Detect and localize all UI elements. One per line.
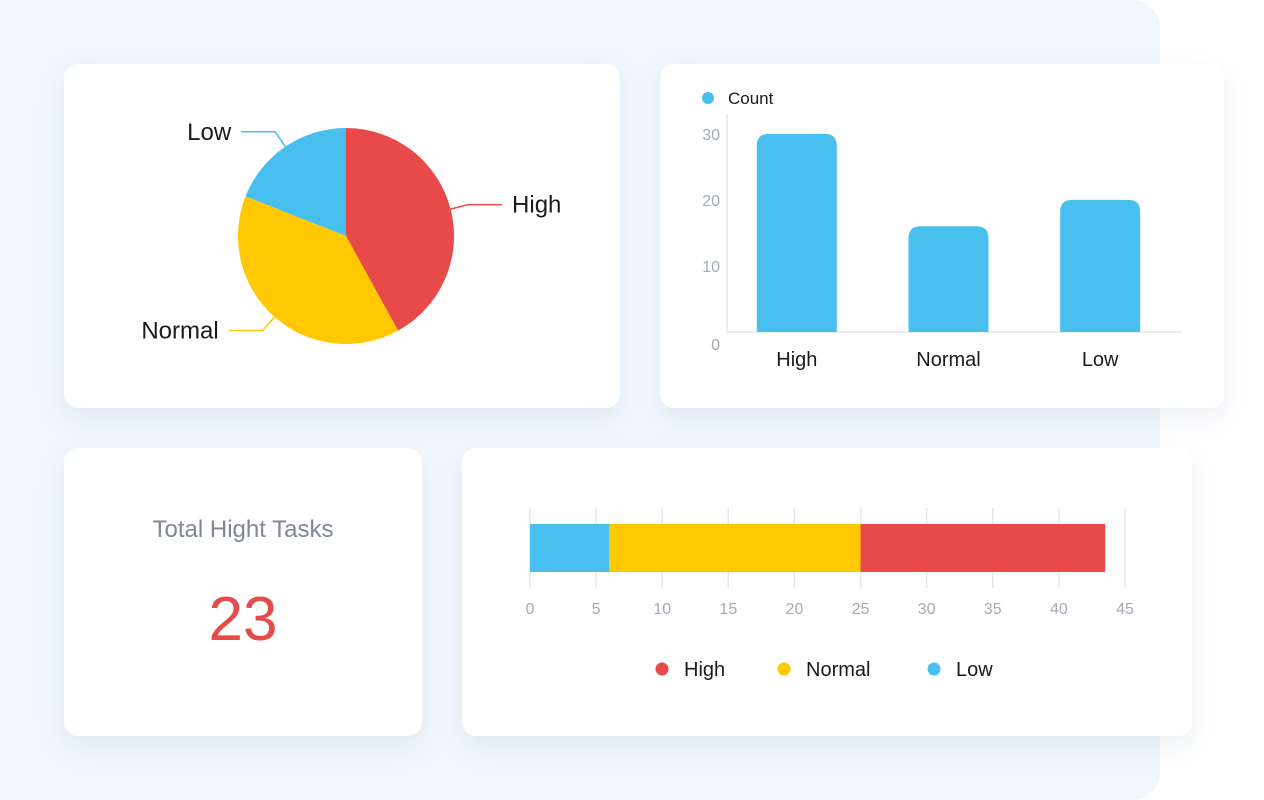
- stack-x-tick-35: 35: [984, 601, 1002, 618]
- priority-pie-chart: High Normal Low: [141, 119, 561, 345]
- total-high-tasks-value: 23: [208, 585, 278, 654]
- bar-x-label-low: Low: [1082, 349, 1119, 371]
- stack-legend-marker-low: [927, 662, 941, 676]
- stack-x-tick-30: 30: [918, 601, 936, 618]
- bar-legend-marker: [702, 92, 714, 104]
- pie-leader-high: [450, 203, 503, 210]
- bar-y-tick-30: 30: [702, 127, 720, 144]
- total-high-tasks-card: Total Hight Tasks 23: [64, 448, 422, 736]
- stack-x-tick-10: 10: [653, 601, 671, 618]
- stack-legend-label-high: High: [684, 659, 725, 681]
- priority-count-bar-chart: Count 0 10 20 30 High Normal Low: [702, 89, 1182, 371]
- pie-leader-normal: [228, 316, 276, 332]
- stack-segment-low: [530, 524, 610, 572]
- stack-legend-label-normal: Normal: [806, 659, 870, 681]
- stack-x-tick-20: 20: [786, 601, 804, 618]
- bar-normal: [908, 226, 989, 332]
- stack-segment-normal: [609, 524, 861, 572]
- bar-legend-label: Count: [728, 89, 774, 108]
- bar-low: [1060, 199, 1141, 332]
- total-high-tasks-label: Total Hight Tasks: [152, 516, 334, 543]
- stack-x-tick-40: 40: [1050, 601, 1068, 618]
- bar-y-tick-20: 20: [702, 193, 720, 210]
- bar-x-label-high: High: [776, 349, 817, 371]
- stack-legend-label-low: Low: [956, 659, 993, 681]
- stack-x-tick-15: 15: [719, 601, 737, 618]
- stack-x-tick-0: 0: [526, 601, 535, 618]
- pie-leader-low: [241, 131, 286, 148]
- priority-pie-card: High Normal Low: [64, 64, 620, 408]
- priority-stacked-bar-card: 0 5 10 15 20 25 30 35 40 45 High Normal Low: [462, 448, 1192, 736]
- pie-label-low: Low: [187, 119, 232, 146]
- stack-x-tick-5: 5: [592, 601, 601, 618]
- pie-label-normal: Normal: [141, 318, 218, 345]
- bar-high: [756, 133, 837, 332]
- bar-y-tick-0: 0: [711, 337, 720, 354]
- priority-stacked-bar-chart: 0 5 10 15 20 25 30 35 40 45 High Normal Low: [526, 508, 1134, 681]
- pie-slice-low: [245, 128, 346, 236]
- stack-segment-high: [860, 524, 1106, 572]
- stack-legend-marker-normal: [777, 662, 791, 676]
- stack-legend-marker-high: [655, 662, 669, 676]
- pie-label-high: High: [512, 192, 561, 219]
- priority-count-bar-card: Count 0 10 20 30 High Normal Low: [660, 64, 1224, 408]
- stack-x-tick-25: 25: [852, 601, 870, 618]
- stack-x-tick-45: 45: [1116, 601, 1134, 618]
- bar-y-tick-10: 10: [702, 259, 720, 276]
- pie-slice-high: [346, 128, 454, 331]
- bar-x-label-normal: Normal: [916, 349, 980, 371]
- pie-slice-normal: [237, 196, 399, 344]
